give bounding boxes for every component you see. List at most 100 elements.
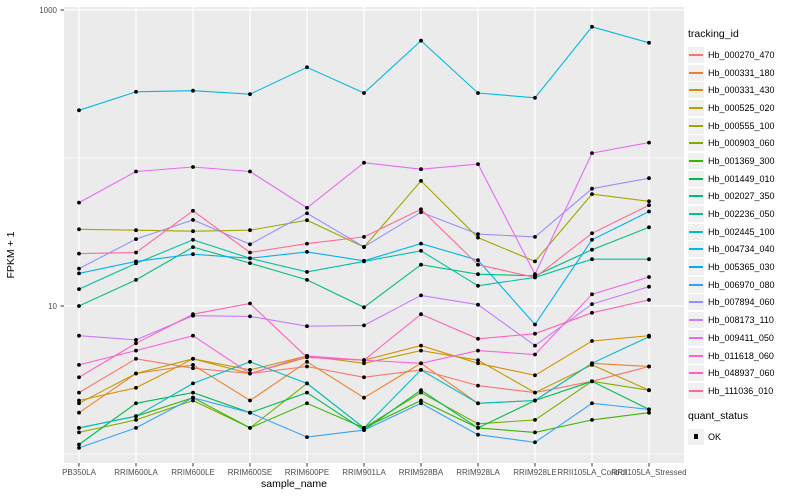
axis-ticks xyxy=(60,9,650,467)
legend-item: Hb_000525_020 xyxy=(688,99,798,117)
x-axis-title: sample_name xyxy=(261,478,327,490)
data-point xyxy=(77,271,81,276)
x-axis-tick-labels: PB350LA RRIM600LA RRIM600LE RRIM600SE RRIM60… xyxy=(62,468,686,477)
x-tick-label: RRIM901LA xyxy=(342,468,386,477)
data-point xyxy=(362,244,366,249)
data-point xyxy=(590,339,594,343)
data-point xyxy=(362,160,366,165)
legend-key-icon xyxy=(688,99,704,116)
legend-item: Hb_000903_060 xyxy=(688,134,798,152)
data-point xyxy=(533,352,537,357)
data-point xyxy=(362,91,366,95)
legend-key-icon xyxy=(688,206,704,223)
x-tick-label: RRIM600PE xyxy=(285,468,329,477)
legend-key-icon xyxy=(688,259,704,276)
data-point xyxy=(419,262,423,267)
data-point xyxy=(134,385,138,390)
data-point xyxy=(305,250,309,254)
x-tick-label: PB350LA xyxy=(62,468,96,477)
data-point xyxy=(419,388,423,393)
data-point xyxy=(248,92,252,97)
x-tick-label: RRIM928LE xyxy=(513,468,557,477)
data-point xyxy=(647,275,651,279)
data-point xyxy=(305,401,309,406)
data-point xyxy=(647,257,651,262)
data-point xyxy=(248,256,252,261)
data-point xyxy=(305,324,309,329)
data-point xyxy=(476,336,480,341)
data-point xyxy=(305,364,309,369)
data-point xyxy=(362,361,366,366)
data-point xyxy=(248,228,252,233)
data-point xyxy=(191,218,195,222)
data-point xyxy=(419,343,423,348)
legend-key-icon xyxy=(688,365,704,382)
data-point xyxy=(191,312,195,317)
legend-item: Hb_004734_040 xyxy=(688,241,798,259)
legend-item-label: Hb_002236_050 xyxy=(708,209,775,220)
legend-item-label: Hb_000525_020 xyxy=(708,102,775,113)
data-point xyxy=(647,225,651,230)
data-point xyxy=(362,323,366,328)
data-point xyxy=(77,333,81,338)
data-point xyxy=(590,379,594,384)
data-point xyxy=(134,341,138,346)
quant-legend-title: quant_status xyxy=(688,409,749,422)
data-point xyxy=(476,361,480,366)
data-point xyxy=(77,401,81,406)
data-point xyxy=(647,284,651,289)
legend-key-icon xyxy=(688,312,704,329)
data-point xyxy=(362,258,366,263)
legend-item: OK xyxy=(688,428,798,446)
data-point xyxy=(533,259,537,264)
data-point xyxy=(590,237,594,242)
y-axis-title: FPKM + 1 xyxy=(5,231,17,278)
legend-item: Hb_111036_010 xyxy=(688,382,798,400)
data-point xyxy=(248,410,252,415)
data-point xyxy=(362,305,366,310)
data-point xyxy=(362,428,366,432)
quant-ok-key-icon xyxy=(688,428,704,445)
data-point xyxy=(419,293,423,298)
data-point xyxy=(248,426,252,430)
data-point xyxy=(305,206,309,210)
data-point xyxy=(191,395,195,400)
data-point xyxy=(191,390,195,395)
data-point xyxy=(134,259,138,264)
legend-key-icon xyxy=(688,382,704,399)
data-point xyxy=(305,241,309,246)
data-point xyxy=(647,410,651,415)
data-point xyxy=(77,363,81,367)
quant-status-legend: quant_status OK xyxy=(688,410,798,446)
y-axis-tick-labels: 1000 10 xyxy=(39,6,57,311)
data-point xyxy=(191,208,195,213)
quant-legend-value: OK xyxy=(708,431,722,442)
legend-item: Hb_007894_060 xyxy=(688,294,798,312)
data-point xyxy=(248,371,252,376)
data-point xyxy=(248,359,252,364)
data-point xyxy=(590,231,594,236)
data-point xyxy=(419,248,423,253)
legend-item: Hb_006970_080 xyxy=(688,276,798,294)
data-point xyxy=(476,272,480,277)
legend-item: Hb_001369_300 xyxy=(688,152,798,170)
data-point xyxy=(305,359,309,364)
legend-item-label: Hb_011618_060 xyxy=(708,350,774,361)
data-point xyxy=(419,179,423,183)
x-tick-label: RRII105LA_Control xyxy=(557,468,627,477)
data-point xyxy=(419,361,423,366)
data-point xyxy=(248,398,252,403)
legend-item-label: Hb_008173_110 xyxy=(708,315,774,326)
data-point xyxy=(590,310,594,315)
x-tick-label: RRIM928LA xyxy=(456,468,500,477)
x-tick-label: RRIM600SE xyxy=(228,468,272,477)
x-tick-label: RRII105LA_Stressed xyxy=(611,468,686,477)
data-point xyxy=(647,176,651,181)
legend-key-icon xyxy=(688,170,704,187)
data-point xyxy=(134,418,138,422)
data-point xyxy=(476,358,480,363)
data-point xyxy=(191,88,195,93)
data-point xyxy=(419,398,423,403)
data-point xyxy=(134,228,138,233)
